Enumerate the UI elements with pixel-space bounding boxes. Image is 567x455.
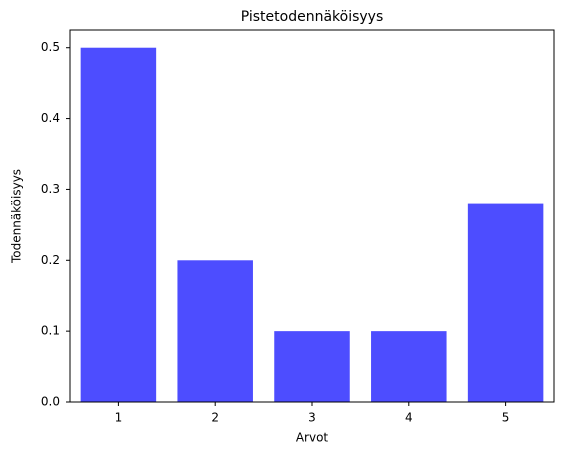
x-tick-label: 4 (405, 411, 413, 425)
y-tick-label: 0.1 (41, 324, 60, 338)
x-tick-label: 1 (115, 411, 123, 425)
bar (177, 260, 253, 402)
plot-frame (69, 29, 555, 403)
y-tick-label: 0.3 (41, 182, 60, 196)
bar (467, 203, 544, 402)
chart-title: Pistetodennäköisyys (241, 9, 384, 25)
y-tick-label: 0.0 (41, 395, 60, 409)
y-tick-label: 0.5 (41, 40, 60, 54)
bar (274, 331, 350, 402)
y-tick-label: 0.4 (41, 111, 60, 125)
x-tick-label: 3 (308, 411, 316, 425)
bar (371, 331, 447, 402)
x-axis-label: Arvot (296, 431, 329, 445)
x-tick-label: 2 (211, 411, 219, 425)
y-tick-label: 0.2 (41, 253, 60, 267)
bar (80, 47, 157, 402)
x-tick-label: 5 (502, 411, 510, 425)
y-axis-label: Todennäköisyys (10, 169, 24, 264)
